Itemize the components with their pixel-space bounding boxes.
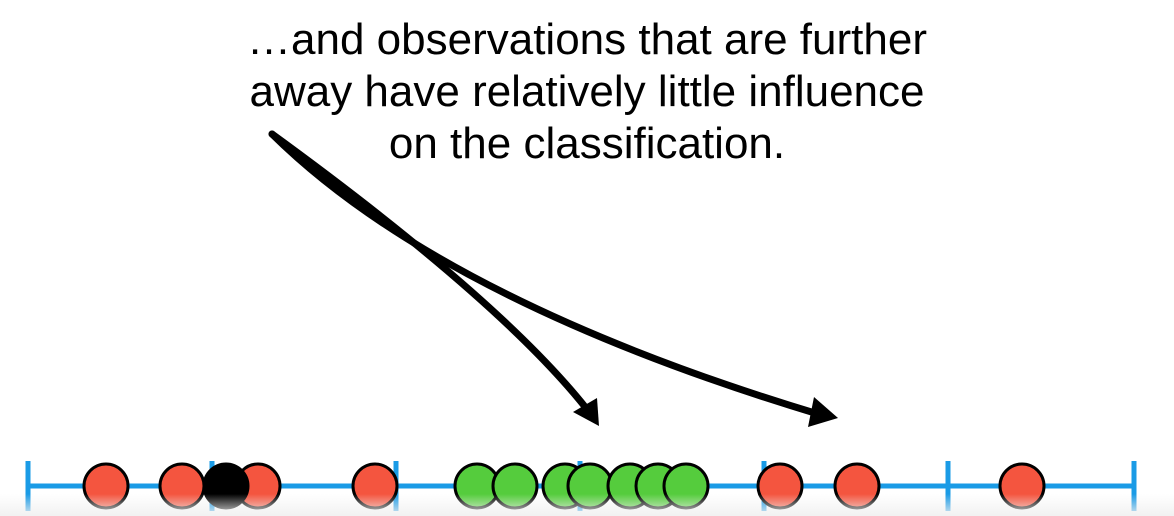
arrowhead-center-icon (573, 398, 599, 426)
arrow-curve-right (268, 130, 822, 418)
red-point (82, 462, 130, 510)
red-point (998, 462, 1046, 510)
red-point (833, 462, 881, 510)
black-point (202, 462, 250, 510)
green-point (566, 462, 614, 510)
caption: …and observations that are further away … (0, 14, 1174, 170)
red-point (158, 462, 206, 510)
arrowhead-right-icon (808, 397, 838, 427)
caption-line-1: …and observations that are further (247, 15, 927, 64)
caption-line-3: on the classification. (388, 119, 786, 168)
arrow-curve-center (268, 130, 590, 412)
red-point (351, 462, 399, 510)
green-point (491, 462, 539, 510)
arrows (268, 130, 838, 427)
green-point (662, 462, 710, 510)
caption-line-2: away have relatively little influence (249, 67, 925, 116)
red-point (756, 462, 804, 510)
